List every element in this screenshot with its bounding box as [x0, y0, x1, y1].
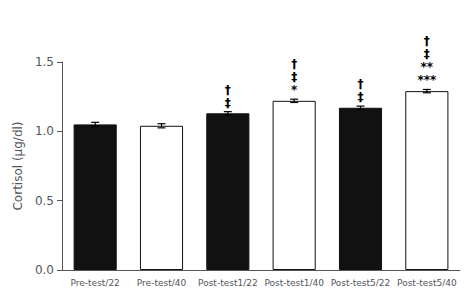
svg-text:†: †	[424, 34, 430, 48]
svg-text:*: *	[291, 83, 298, 97]
svg-text:Post-test1/22: Post-test1/22	[198, 278, 258, 288]
svg-text:†: †	[358, 77, 364, 91]
svg-text:‡: ‡	[225, 96, 231, 110]
svg-text:0.5: 0.5	[35, 194, 54, 208]
svg-text:1.5: 1.5	[35, 55, 54, 69]
svg-text:Post-test5/22: Post-test5/22	[331, 278, 391, 288]
svg-text:‡: ‡	[358, 90, 364, 104]
svg-text:Pre-test/40: Pre-test/40	[137, 278, 187, 288]
svg-text:‡: ‡	[291, 70, 297, 84]
svg-text:†: †	[291, 57, 297, 71]
svg-text:0.0: 0.0	[35, 263, 54, 277]
svg-text:‡: ‡	[424, 47, 430, 61]
svg-text:1.0: 1.0	[35, 124, 54, 138]
svg-text:***: ***	[417, 73, 437, 87]
svg-text:†: †	[225, 83, 231, 97]
svg-text:**: **	[421, 60, 434, 74]
svg-text:Post-test1/40: Post-test1/40	[264, 278, 324, 288]
svg-text:Post-test5/40: Post-test5/40	[397, 278, 457, 288]
svg-text:Pre-test/22: Pre-test/22	[71, 278, 120, 288]
svg-text:Cortisol (μg/dl): Cortisol (μg/dl)	[11, 121, 25, 210]
